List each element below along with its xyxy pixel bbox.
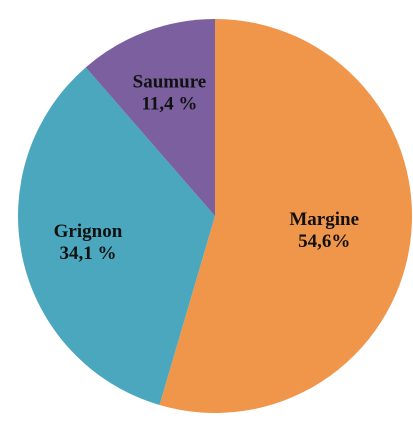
pie-slice [159, 19, 412, 413]
pie-slice [85, 19, 215, 216]
pie-slice [18, 67, 216, 406]
slice-label: Margine [289, 209, 359, 230]
slice-label: Saumure [133, 72, 207, 93]
slice-value-label: 34,1 % [59, 243, 116, 264]
slice-value-label: 11,4 % [141, 94, 197, 115]
slice-label: Grignon [54, 221, 123, 242]
slice-value-label: 54,6% [298, 231, 350, 252]
